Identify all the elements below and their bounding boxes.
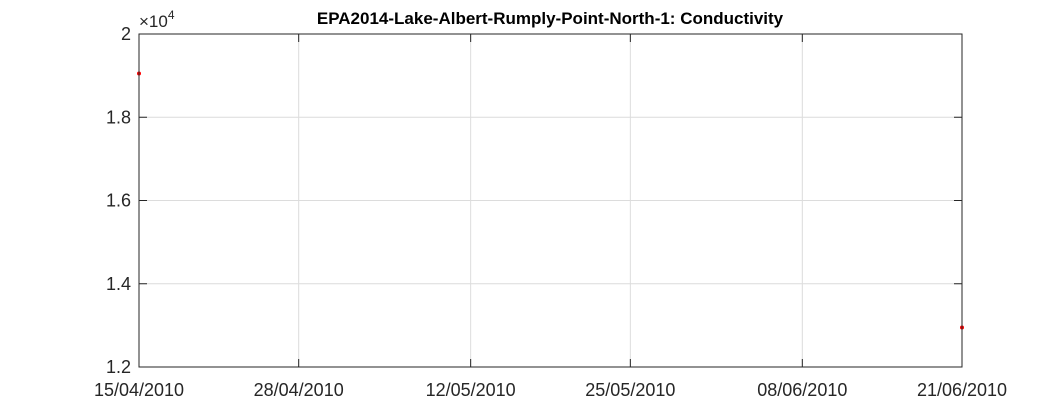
- x-tick-label: 21/06/2010: [917, 380, 1007, 400]
- y-exponent-power: 4: [168, 8, 175, 22]
- x-tick-label: 15/04/2010: [94, 380, 184, 400]
- chart-title: EPA2014-Lake-Albert-Rumply-Point-North-1…: [317, 9, 784, 28]
- y-tick-label: 1.2: [106, 357, 131, 377]
- x-tick-label: 25/05/2010: [585, 380, 675, 400]
- y-exponent-label: ×104: [139, 8, 175, 31]
- x-tick-label: 08/06/2010: [757, 380, 847, 400]
- y-tick-label: 2: [121, 24, 131, 44]
- tick-layer: 15/04/2010 28/04/2010 12/05/2010 25/05/2010…: [94, 24, 1007, 400]
- x-tick-label: 28/04/2010: [254, 380, 344, 400]
- y-exponent-base: ×10: [139, 12, 168, 31]
- y-tick-label: 1.6: [106, 191, 131, 211]
- y-tick-label: 1.4: [106, 274, 131, 294]
- x-tick-label: 12/05/2010: [426, 380, 516, 400]
- y-tick-label: 1.8: [106, 107, 131, 127]
